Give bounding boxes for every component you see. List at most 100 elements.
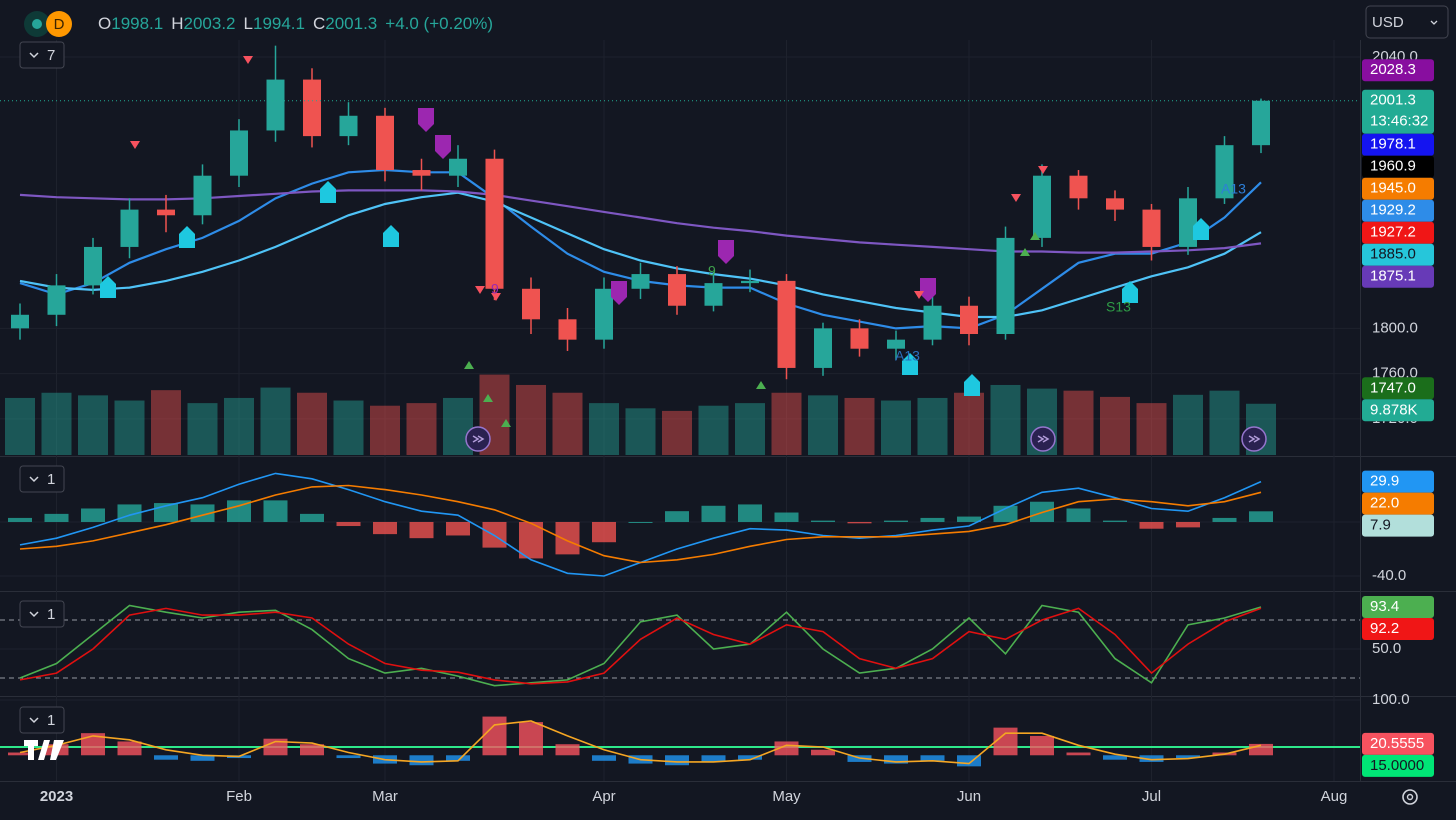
volume-bar (1100, 396, 1130, 455)
histogram-bar (263, 500, 288, 522)
histogram-bar (738, 755, 762, 760)
histogram-bar (555, 521, 580, 555)
volume-bar (917, 397, 948, 455)
currency-button[interactable]: USD (1365, 5, 1449, 39)
up-triangle (1030, 232, 1040, 240)
volume-bar (1063, 390, 1094, 455)
histogram-bar (1212, 517, 1237, 522)
volume-bar (735, 403, 765, 455)
price-label-box (1362, 754, 1434, 777)
ohlc-key: O (98, 14, 112, 33)
price-label: 2001.3 (1370, 92, 1416, 109)
histogram-bar (592, 521, 616, 543)
down-triangle (1011, 194, 1021, 202)
histogram-bar (811, 520, 835, 522)
price-label-box (1362, 59, 1434, 82)
pane-badge[interactable]: 1 (19, 706, 65, 734)
histogram-bar (482, 716, 507, 756)
badge-box[interactable] (19, 465, 65, 493)
candle-body (777, 280, 796, 368)
histogram-bar (336, 755, 361, 759)
gear[interactable] (1402, 789, 1418, 805)
candle-body (631, 274, 650, 289)
candle-body (193, 175, 212, 216)
time-label: Mar (372, 788, 398, 805)
histogram-bar (1066, 752, 1091, 756)
ohlc-value: 2003.2 (183, 14, 236, 33)
sell-marker (920, 278, 936, 302)
histogram-bar (993, 505, 1018, 522)
y-tick-label: 50.0 (1372, 640, 1401, 657)
price-label-box (1362, 243, 1434, 266)
ohlc-value: 1998.1 (111, 14, 164, 33)
line-series (19, 191, 1262, 319)
histogram-bar (1176, 521, 1200, 528)
pane-badge[interactable]: 1 (19, 600, 65, 628)
badge-box[interactable] (19, 41, 65, 69)
volume-bar (954, 392, 984, 455)
interval[interactable]: D (46, 11, 72, 37)
histogram-bar (8, 517, 32, 522)
ohlc-key: C (312, 14, 326, 33)
time-label: Jun (957, 788, 981, 805)
volume-bar (516, 384, 546, 455)
currency-box[interactable] (1365, 5, 1449, 39)
badge-count: 1 (47, 712, 55, 729)
price-label: 29.9 (1370, 473, 1399, 490)
histogram-bar (847, 521, 872, 524)
volume-bar (589, 403, 619, 455)
histogram-bar (263, 738, 288, 756)
pane-badge[interactable]: 1 (19, 465, 65, 493)
y-tick-label: -40.0 (1372, 567, 1406, 584)
sell-marker (718, 240, 734, 264)
buy-marker (1193, 218, 1209, 240)
settings-button[interactable] (1402, 789, 1418, 805)
price-label-box (1362, 732, 1434, 755)
candle-body (303, 79, 321, 137)
volume-bar (370, 405, 400, 455)
histogram-bar (993, 727, 1018, 756)
volume-bar (41, 392, 72, 455)
volume-bar (808, 395, 838, 455)
line-series (19, 189, 1262, 254)
histogram-bar (81, 508, 105, 522)
badge-box[interactable] (19, 706, 65, 734)
pane-badge[interactable]: 7 (19, 41, 65, 69)
candle-body (741, 280, 759, 284)
histogram-bar (1103, 755, 1127, 760)
y-tick-label: 100.0 (1372, 691, 1410, 708)
histogram-bar (957, 516, 981, 522)
histogram-bar (920, 517, 945, 522)
line-series (19, 604, 1262, 687)
histogram-bar (1139, 521, 1164, 529)
histogram-bar (300, 744, 324, 756)
signal-markers (100, 56, 1267, 452)
badge-count: 1 (47, 606, 55, 623)
plot-layer: 2023FebMarAprMayJunJulAug1720.01760.0180… (0, 40, 1434, 805)
gear-center (1406, 793, 1414, 801)
sell-marker (435, 135, 451, 159)
down-triangle (914, 291, 924, 299)
candle-body (850, 328, 869, 349)
volume-bar (1136, 403, 1167, 455)
down-triangle (491, 293, 501, 301)
histogram-bar (1030, 735, 1054, 756)
histogram-bar (409, 521, 434, 539)
candle-body (558, 319, 577, 340)
price-label-box (1362, 133, 1434, 156)
price-label: 1885.0 (1370, 246, 1416, 263)
time-label: Jul (1142, 788, 1161, 805)
candle-body (923, 305, 942, 340)
histogram-bar (628, 521, 653, 523)
badge-box[interactable] (19, 600, 65, 628)
candle-body (1033, 175, 1051, 238)
volume-bar (844, 397, 875, 455)
event-icon-glyph (1248, 435, 1261, 443)
candle-body (1142, 209, 1161, 247)
histogram-bar (555, 744, 580, 756)
price-label-box (1362, 89, 1434, 134)
candle-body (595, 288, 613, 340)
chevron (29, 476, 39, 483)
volume-bar (151, 390, 181, 455)
